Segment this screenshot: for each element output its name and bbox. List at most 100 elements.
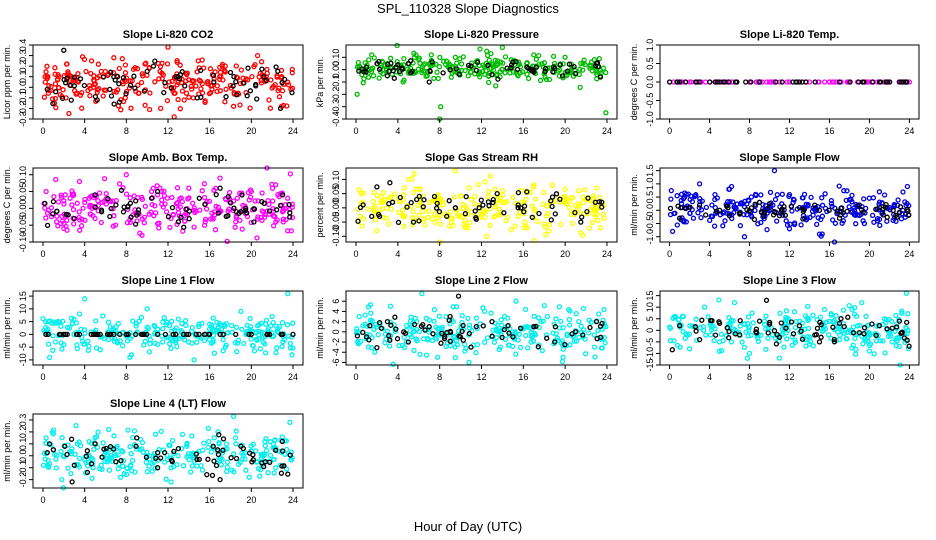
data-point: [178, 214, 184, 220]
data-point: [853, 346, 859, 353]
data-point: [818, 334, 824, 340]
data-point: [181, 224, 187, 230]
data-point: [492, 57, 498, 64]
data-point: [50, 198, 57, 205]
data-point: [841, 323, 847, 330]
data-point: [74, 441, 81, 447]
data-point: [559, 338, 566, 344]
data-point: [253, 336, 260, 343]
data-point: [675, 203, 681, 209]
data-point: [466, 330, 473, 337]
data-point: [374, 184, 380, 190]
data-point: [431, 193, 438, 200]
data-point: [566, 61, 573, 67]
data-point: [231, 451, 237, 457]
data-point: [287, 452, 293, 458]
data-point: [576, 318, 582, 325]
data-point: [290, 320, 296, 326]
data-point: [783, 218, 789, 224]
data-point: [484, 233, 490, 239]
data-point: [82, 296, 88, 302]
data-point: [116, 65, 122, 72]
data-point: [53, 465, 59, 471]
data-point: [374, 344, 380, 351]
data-point: [893, 212, 899, 219]
x-tick-label: 24: [602, 249, 612, 259]
data-point: [287, 340, 293, 347]
data-point: [720, 223, 726, 229]
data-point: [818, 216, 824, 223]
data-point: [79, 105, 85, 111]
data-point: [110, 223, 116, 229]
data-point: [239, 192, 245, 198]
data-point: [201, 222, 208, 228]
data-point: [896, 210, 903, 216]
data-point: [546, 76, 553, 83]
data-point: [558, 318, 564, 325]
data-point: [791, 197, 797, 203]
data-point: [799, 320, 805, 326]
data-point: [728, 339, 735, 345]
data-point: [43, 324, 49, 331]
data-point: [206, 331, 213, 338]
data-point: [725, 205, 731, 211]
data-point: [667, 325, 674, 332]
data-point: [781, 344, 787, 350]
x-tick-label: 0: [40, 372, 45, 382]
data-point: [599, 320, 605, 327]
data-point: [73, 91, 79, 97]
data-point: [902, 199, 908, 205]
data-point: [541, 189, 547, 196]
data-point: [448, 74, 454, 80]
data-point: [476, 205, 482, 211]
data-point: [408, 199, 414, 206]
data-point: [365, 74, 372, 80]
data-point: [241, 340, 247, 347]
x-tick-label: 8: [124, 126, 129, 136]
data-point: [233, 92, 240, 98]
data-point: [703, 332, 709, 338]
data-point: [401, 214, 407, 220]
data-point: [716, 297, 722, 303]
data-point: [416, 218, 422, 224]
data-point: [247, 105, 253, 111]
data-point: [107, 213, 113, 220]
x-tick-label: 16: [518, 249, 528, 259]
x-tick-label: 12: [163, 495, 173, 505]
data-point: [681, 194, 688, 200]
y-axis-label: ml/min per min.: [629, 297, 639, 359]
data-point: [676, 323, 683, 329]
data-point: [556, 304, 563, 310]
data-points: [667, 167, 912, 245]
data-point: [558, 221, 564, 228]
data-point: [458, 193, 464, 199]
data-point: [208, 83, 214, 89]
data-point: [50, 447, 57, 453]
data-point: [45, 462, 51, 468]
data-point: [716, 79, 723, 85]
y-axis-label: ml/min per min.: [2, 297, 12, 359]
data-point: [61, 47, 67, 53]
data-point: [157, 68, 163, 75]
data-point: [798, 328, 804, 334]
data-point: [869, 79, 876, 85]
data-point: [386, 343, 393, 349]
data-point: [43, 435, 49, 441]
y-tick-label: 5: [18, 319, 28, 324]
data-point: [767, 189, 774, 196]
data-point: [455, 293, 462, 299]
data-point: [68, 97, 74, 103]
data-point: [410, 219, 417, 225]
data-point: [707, 217, 713, 224]
data-point: [281, 76, 288, 83]
data-point: [360, 329, 366, 336]
data-point: [133, 323, 139, 329]
data-point: [267, 331, 273, 338]
y-tick-label: 0: [331, 329, 341, 334]
data-point: [280, 216, 286, 222]
data-point: [163, 209, 170, 215]
data-point: [53, 89, 59, 95]
x-tick-label: 24: [904, 249, 914, 259]
data-point: [546, 222, 553, 228]
